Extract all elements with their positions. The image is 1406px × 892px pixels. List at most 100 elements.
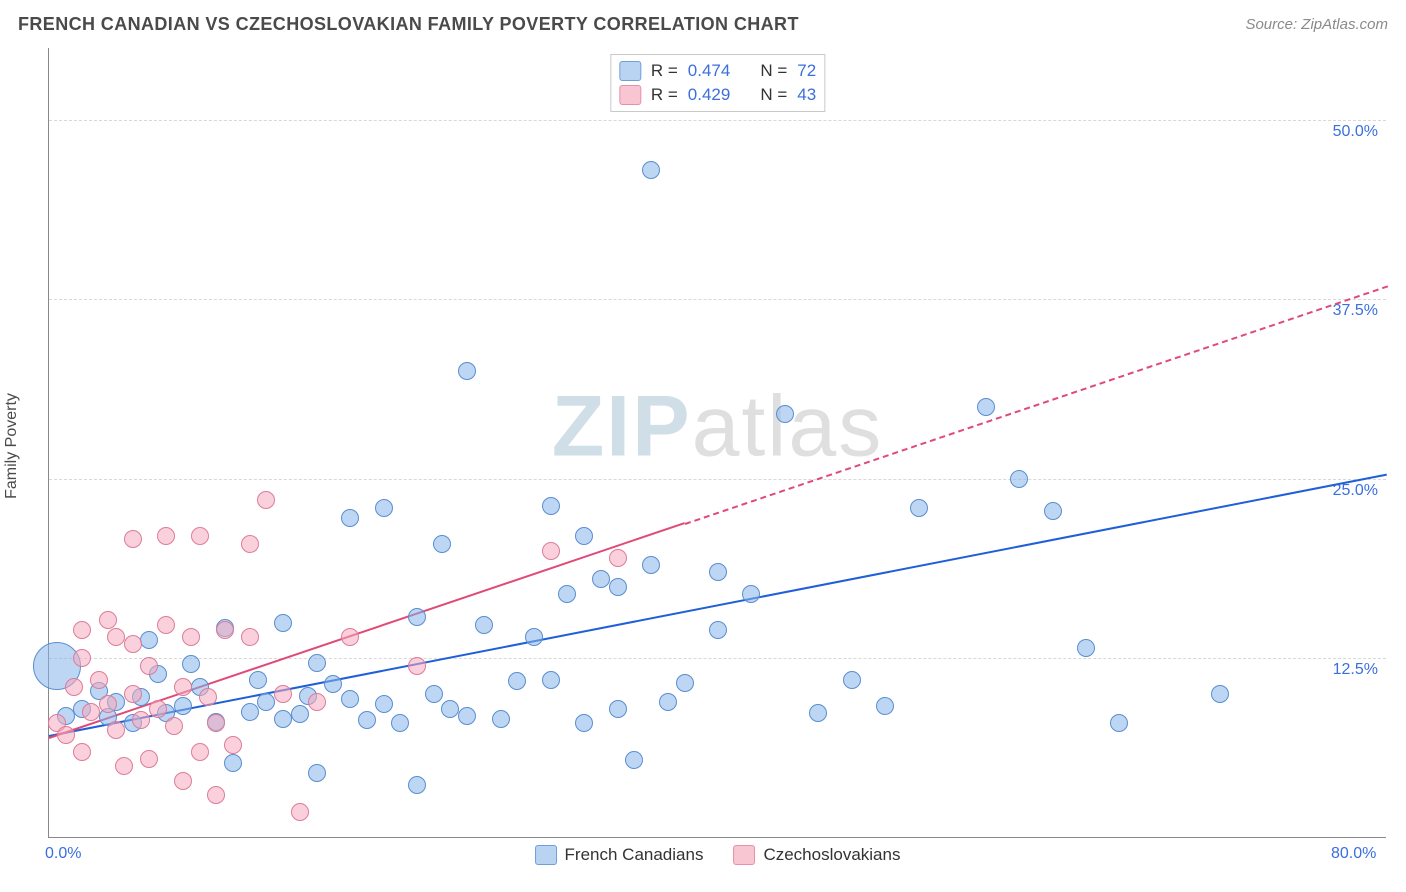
scatter-point [107,628,125,646]
stats-row: R = 0.474 N = 72 [619,59,816,83]
scatter-point [375,695,393,713]
scatter-point [776,405,794,423]
scatter-point [99,695,117,713]
x-tick-label: 80.0% [1331,845,1376,863]
trend-line-extrapolated [684,285,1387,524]
legend-swatch [619,85,641,105]
scatter-point [308,764,326,782]
scatter-point [249,671,267,689]
scatter-point [609,549,627,567]
scatter-point [876,697,894,715]
scatter-point [149,700,167,718]
scatter-point [458,362,476,380]
scatter-point [157,527,175,545]
scatter-point [216,621,234,639]
scatter-point [274,685,292,703]
scatter-point [742,585,760,603]
scatter-point [224,754,242,772]
scatter-point [115,757,133,775]
scatter-point [408,608,426,626]
scatter-point [676,674,694,692]
scatter-point [274,614,292,632]
scatter-point [709,621,727,639]
r-label: R = [651,59,678,83]
legend-item: French Canadians [535,845,704,865]
scatter-point [324,675,342,693]
scatter-point [642,556,660,574]
y-tick-label: 37.5% [1333,302,1378,320]
scatter-point [609,700,627,718]
scatter-point [1110,714,1128,732]
scatter-point [274,710,292,728]
scatter-point [492,710,510,728]
scatter-point [659,693,677,711]
scatter-point [341,628,359,646]
scatter-point [132,711,150,729]
n-value: 72 [797,59,816,83]
scatter-point [241,703,259,721]
gridline [49,658,1386,659]
legend-swatch [733,845,755,865]
scatter-point [575,714,593,732]
scatter-point [609,578,627,596]
legend-label: Czechoslovakians [763,845,900,865]
scatter-point [308,654,326,672]
gridline [49,299,1386,300]
scatter-point [207,786,225,804]
scatter-point [843,671,861,689]
gridline [49,479,1386,480]
scatter-point [257,693,275,711]
scatter-point [425,685,443,703]
scatter-point [174,772,192,790]
y-axis-label: Family Poverty [3,393,21,499]
scatter-point [341,509,359,527]
scatter-point [542,497,560,515]
legend-label: French Canadians [565,845,704,865]
scatter-point [910,499,928,517]
legend-swatch [619,61,641,81]
scatter-point [358,711,376,729]
scatter-point [542,671,560,689]
scatter-point [1077,639,1095,657]
scatter-point [157,616,175,634]
scatter-point [592,570,610,588]
n-value: 43 [797,83,816,107]
scatter-point [174,697,192,715]
scatter-point [107,721,125,739]
scatter-point [542,542,560,560]
scatter-point [191,743,209,761]
scatter-point [65,678,83,696]
r-label: R = [651,83,678,107]
scatter-point [525,628,543,646]
scatter-point [224,736,242,754]
scatter-point [124,685,142,703]
x-tick-label: 0.0% [45,845,81,863]
r-value: 0.474 [688,59,731,83]
scatter-point [124,530,142,548]
scatter-point [408,776,426,794]
n-label: N = [760,59,787,83]
scatter-point [575,527,593,545]
legend-item: Czechoslovakians [733,845,900,865]
scatter-point [140,750,158,768]
scatter-point [458,707,476,725]
y-tick-label: 12.5% [1333,661,1378,679]
scatter-point [207,714,225,732]
chart-source: Source: ZipAtlas.com [1245,16,1388,33]
scatter-point [82,703,100,721]
scatter-point [709,563,727,581]
scatter-point [140,631,158,649]
scatter-point [241,628,259,646]
stats-row: R =0.429N =43 [619,83,816,107]
scatter-point [642,161,660,179]
scatter-point [90,671,108,689]
scatter-point [124,635,142,653]
scatter-point [558,585,576,603]
scatter-point [408,657,426,675]
scatter-point [182,628,200,646]
scatter-point [191,527,209,545]
scatter-point [341,690,359,708]
scatter-point [73,621,91,639]
scatter-point [73,743,91,761]
scatter-point [257,491,275,509]
